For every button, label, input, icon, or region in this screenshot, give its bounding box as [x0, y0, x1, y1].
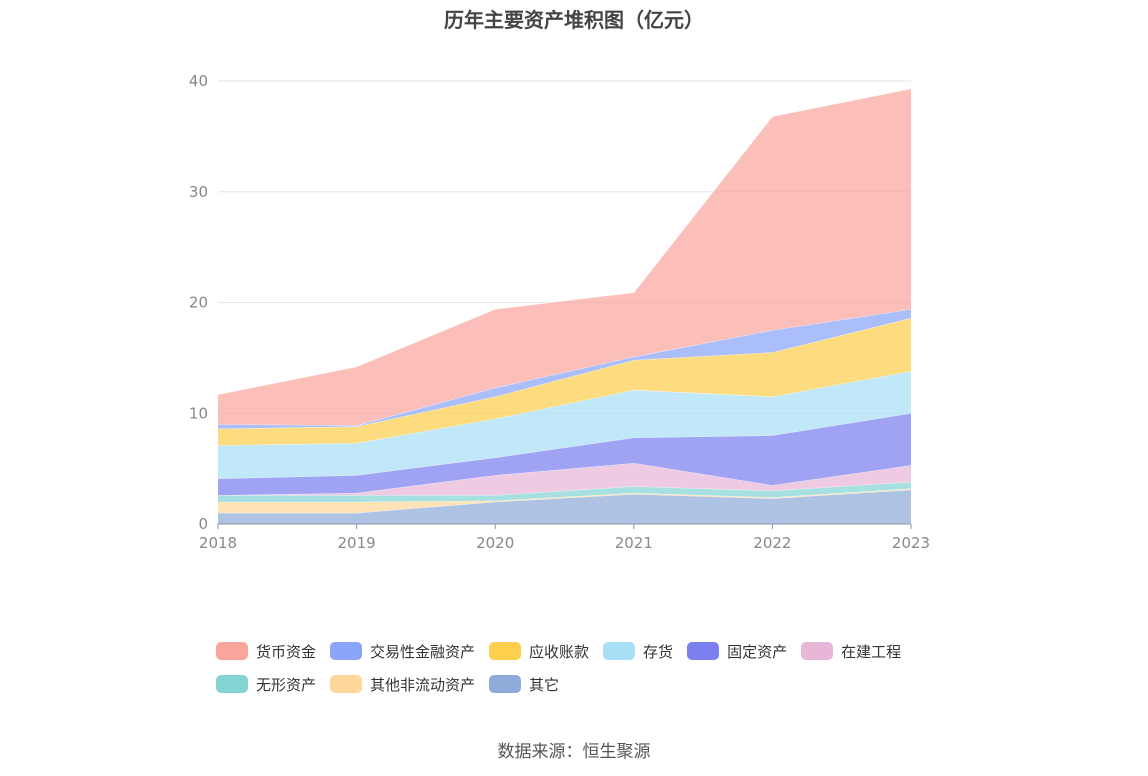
area-series-5 — [218, 371, 911, 479]
legend: 货币资金 交易性金融资产 应收账款 存货 固定资产 在建工程无形资产 其他非流动资产 其它 — [216, 640, 956, 706]
legend-item[interactable]: 交易性金融资产 — [330, 640, 475, 662]
legend-label: 存货 — [643, 642, 674, 661]
legend-swatch — [216, 642, 248, 660]
area-edge-8 — [217, 88, 912, 395]
area-series-3 — [218, 463, 911, 496]
legend-item[interactable]: 在建工程 — [801, 640, 901, 662]
legend-item[interactable]: 货币资金 — [216, 640, 316, 662]
legend-label: 其它 — [529, 675, 560, 694]
area-series-7 — [218, 309, 911, 429]
area-series-2 — [218, 481, 911, 502]
area-series-8 — [218, 88, 911, 426]
y-tick-label: 10 — [189, 404, 208, 422]
legend-swatch — [801, 642, 834, 660]
legend-item[interactable]: 其他非流动资产 — [330, 673, 475, 695]
area-series-0 — [218, 489, 911, 524]
x-tick-label: 2023 — [892, 534, 930, 552]
legend-item[interactable]: 无形资产 — [216, 673, 316, 695]
area-series-1 — [218, 488, 911, 513]
legend-swatch — [603, 642, 636, 660]
legend-item[interactable]: 固定资产 — [687, 640, 787, 662]
stacked-area-chart: 0 10 20 30 40 2018 2019 2020 2021 2022 2023 — [189, 72, 930, 552]
y-tick-label: 20 — [189, 294, 208, 312]
legend-label: 固定资产 — [727, 642, 788, 661]
legend-label: 在建工程 — [841, 642, 902, 661]
x-tick-label: 2020 — [476, 534, 514, 552]
legend-label: 其他非流动资产 — [370, 675, 476, 694]
legend-item[interactable]: 应收账款 — [489, 640, 589, 662]
x-tick-label: 2018 — [199, 534, 237, 552]
legend-item[interactable]: 其它 — [489, 673, 559, 695]
x-tick-label: 2022 — [753, 534, 791, 552]
legend-swatch — [687, 642, 720, 660]
y-tick-label: 30 — [189, 183, 208, 201]
legend-label: 交易性金融资产 — [370, 642, 476, 661]
legend-item[interactable]: 存货 — [603, 640, 673, 662]
legend-label: 无形资产 — [256, 675, 317, 694]
legend-swatch — [330, 675, 363, 693]
legend-swatch — [489, 642, 522, 660]
y-tick-label: 40 — [189, 72, 208, 90]
legend-swatch — [216, 675, 248, 693]
chart-title: 历年主要资产堆积图（亿元） — [444, 8, 704, 32]
legend-swatch — [330, 642, 363, 660]
legend-swatch — [489, 675, 522, 693]
legend-label: 货币资金 — [256, 642, 317, 661]
area-series-6 — [218, 318, 911, 446]
x-tick-label: 2019 — [338, 534, 376, 552]
x-tick-label: 2021 — [615, 534, 653, 552]
area-series-4 — [218, 413, 911, 496]
source-note: 数据来源：恒生聚源 — [497, 742, 651, 762]
legend-label: 应收账款 — [529, 642, 590, 661]
y-tick-label: 0 — [198, 515, 208, 533]
